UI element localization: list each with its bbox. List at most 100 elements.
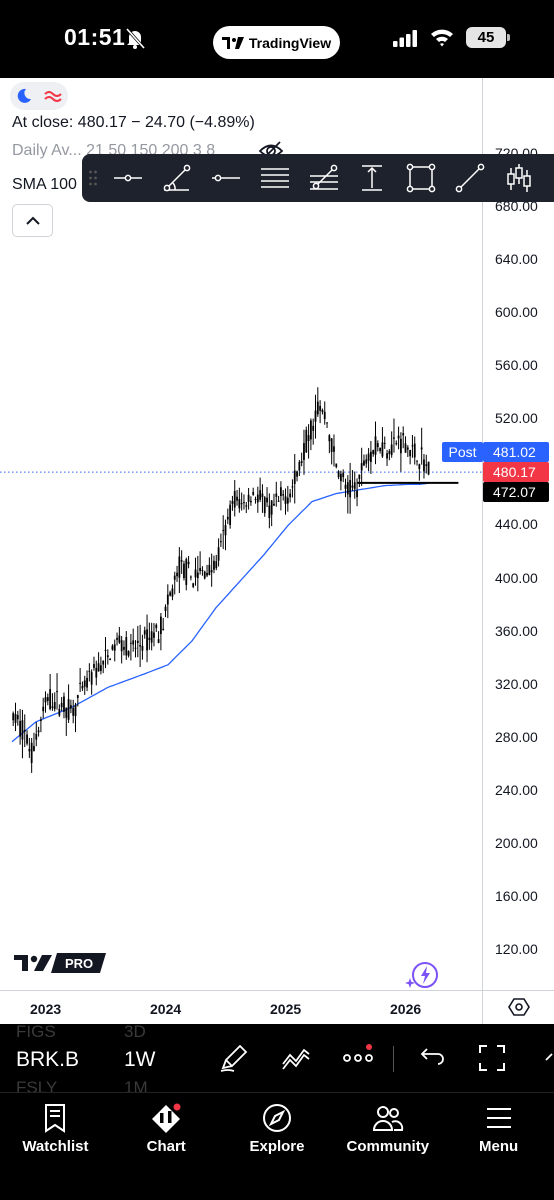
- candle-body: [300, 460, 303, 463]
- candle-body: [146, 629, 148, 651]
- candle-body: [129, 642, 132, 644]
- candle-body: [63, 696, 65, 712]
- ai-assistant-icon[interactable]: [404, 958, 442, 992]
- post-market-tag: Post: [442, 442, 483, 462]
- legend-collapse-button[interactable]: [12, 204, 53, 237]
- price-axis-tick: 160.00: [495, 887, 538, 904]
- nav-menu[interactable]: Menu: [443, 1093, 554, 1163]
- rectangle-tool[interactable]: [397, 154, 446, 202]
- horizontal-line-icon: [211, 174, 240, 182]
- candle-body: [321, 409, 324, 413]
- fib-retracement-icon: [309, 164, 338, 190]
- candle-body: [409, 450, 412, 457]
- nav-explore[interactable]: Explore: [222, 1093, 333, 1163]
- battery-tip: [507, 34, 510, 41]
- candle-body: [159, 616, 162, 635]
- candle-body: [106, 655, 109, 658]
- candle-body: [213, 560, 215, 570]
- candle-body: [97, 663, 100, 672]
- candle-body: [16, 714, 19, 720]
- candle-body: [46, 697, 49, 701]
- candle-body: [314, 410, 317, 422]
- legend-close-price[interactable]: At close: 480.17 − 24.70 (−4.89%): [12, 114, 255, 131]
- candle-body: [312, 425, 315, 431]
- trend-line-tool[interactable]: [446, 154, 495, 202]
- candle-body: [155, 624, 158, 629]
- candle-body: [199, 567, 202, 572]
- candle-body: [42, 706, 45, 712]
- chart-area[interactable]: At close: 480.17 − 24.70 (−4.89%) Daily …: [0, 78, 554, 1024]
- candle-body: [206, 572, 208, 576]
- nav-chart[interactable]: Chart: [111, 1093, 222, 1163]
- candle-body: [164, 606, 167, 611]
- price-axis[interactable]: 120.00 160.00 200.00 240.00 280.00 320.00 360.…: [482, 78, 554, 990]
- candle-body: [236, 496, 238, 501]
- nav-community[interactable]: Community: [332, 1093, 443, 1163]
- price-axis-tick: 680.00: [495, 198, 538, 215]
- candle-body: [76, 695, 79, 698]
- scroll-hint-icon: [545, 1053, 553, 1061]
- horizontal-ray-tool[interactable]: [104, 154, 153, 202]
- candle-body: [14, 714, 17, 723]
- interval-selector[interactable]: 1W: [124, 1048, 156, 1071]
- status-time: 01:51: [64, 24, 126, 50]
- horizontal-line-tool[interactable]: [202, 154, 251, 202]
- candle-body: [416, 460, 418, 462]
- time-axis[interactable]: 2023 2024 2025 2026: [0, 990, 554, 1024]
- tradingview-pill[interactable]: TradingView: [213, 26, 340, 59]
- theme-toggle[interactable]: [10, 82, 68, 110]
- candle-body: [293, 470, 296, 484]
- candle-body: [259, 490, 262, 500]
- more-options-icon[interactable]: [342, 1042, 374, 1074]
- drag-handle[interactable]: [82, 154, 104, 202]
- parallel-channel-tool[interactable]: [250, 154, 299, 202]
- candle-body: [153, 632, 155, 638]
- candle-body: [263, 497, 266, 514]
- candle-body: [56, 691, 58, 693]
- candle-body: [358, 474, 361, 480]
- candle-body: [35, 733, 38, 740]
- candle-body: [390, 444, 393, 456]
- price-axis-tick: 440.00: [495, 516, 538, 533]
- candle-body: [113, 644, 116, 651]
- candle-body: [180, 560, 183, 562]
- candle-body: [127, 651, 130, 656]
- candle-body: [123, 646, 125, 650]
- nav-watchlist[interactable]: Watchlist: [0, 1093, 111, 1163]
- candle-body: [217, 547, 220, 561]
- candle-body: [261, 493, 264, 498]
- candle-body: [120, 640, 123, 652]
- candle-body: [399, 438, 402, 454]
- brush-icon[interactable]: [218, 1042, 250, 1074]
- candles-tool[interactable]: [494, 154, 543, 202]
- candle-body: [169, 592, 172, 596]
- axis-settings-button[interactable]: [482, 990, 554, 1024]
- candle-body: [21, 720, 24, 740]
- price-range-tool[interactable]: [348, 154, 397, 202]
- candle-body: [296, 471, 298, 477]
- candle-body: [404, 443, 407, 453]
- trend-angle-tool[interactable]: [153, 154, 202, 202]
- candle-body: [104, 649, 107, 651]
- price-chart[interactable]: [0, 78, 554, 990]
- candle-body: [125, 636, 128, 656]
- fib-retracement-tool[interactable]: [299, 154, 348, 202]
- undo-icon[interactable]: [414, 1042, 446, 1074]
- candle-body: [284, 496, 287, 504]
- candle-body: [196, 572, 199, 579]
- indicators-icon[interactable]: [280, 1042, 312, 1074]
- wave-icon[interactable]: [44, 88, 62, 104]
- candle-body: [53, 702, 56, 710]
- candle-body: [379, 447, 382, 452]
- menu-icon: [486, 1108, 511, 1128]
- candle-body: [74, 704, 77, 717]
- candle-body: [203, 571, 206, 579]
- moon-icon[interactable]: [16, 88, 32, 104]
- candle-body: [346, 482, 349, 495]
- symbol-selector[interactable]: BRK.B: [16, 1048, 80, 1071]
- candle-body: [356, 490, 358, 498]
- candle-body: [189, 576, 192, 578]
- candle-body: [289, 493, 292, 498]
- fullscreen-icon[interactable]: [476, 1042, 508, 1074]
- candle-body: [349, 479, 352, 498]
